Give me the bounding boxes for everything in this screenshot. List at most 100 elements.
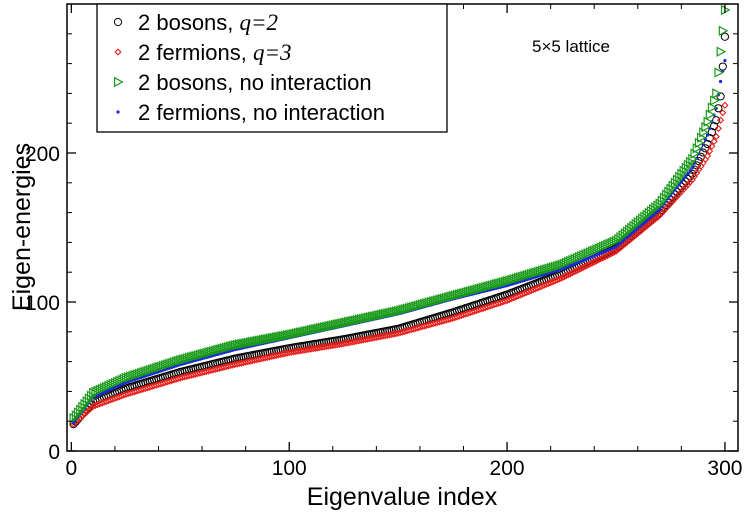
- data-point: [662, 204, 670, 213]
- data-point: [716, 116, 725, 124]
- data-point: [666, 200, 675, 208]
- data-point: [718, 62, 727, 71]
- data-point: [605, 250, 614, 259]
- legend-label: 2 fermions, q=3: [138, 40, 291, 65]
- data-point: [618, 242, 627, 250]
- data-point: [588, 259, 596, 267]
- data-point: [642, 221, 646, 225]
- data-point: [710, 137, 718, 146]
- data-point: [623, 238, 631, 246]
- data-point: [80, 410, 89, 418]
- data-point: [703, 138, 707, 142]
- data-point: [686, 178, 694, 186]
- data-point: [623, 237, 627, 242]
- data-point: [608, 249, 616, 258]
- data-point: [620, 239, 625, 243]
- data-point: [655, 209, 659, 214]
- data-point: [616, 243, 620, 247]
- data-point: [721, 101, 729, 109]
- data-point: [640, 222, 644, 227]
- data-point: [686, 156, 696, 168]
- data-point: [669, 197, 677, 205]
- data-point: [679, 180, 683, 184]
- data-point: [71, 421, 76, 425]
- data-point: [557, 274, 566, 282]
- data-point: [664, 202, 672, 210]
- data-point: [651, 213, 655, 217]
- data-point: [638, 224, 642, 228]
- data-point: [634, 228, 638, 232]
- data-point: [603, 252, 611, 260]
- data-point: [597, 255, 605, 263]
- data-point: [636, 226, 640, 230]
- x-axis-title: Eigenvalue index: [307, 483, 498, 511]
- data-point: [594, 256, 603, 264]
- data-point: [644, 219, 649, 223]
- data-point: [679, 185, 688, 193]
- data-point: [658, 209, 666, 217]
- data-point: [671, 195, 679, 203]
- data-point: [629, 233, 638, 241]
- data-point: [705, 109, 716, 120]
- data-point: [85, 406, 93, 414]
- y-tick-label: 200: [25, 143, 60, 166]
- legend-marker: [113, 76, 124, 88]
- data-point: [621, 240, 629, 248]
- data-point: [707, 102, 718, 113]
- data-point: [716, 46, 727, 57]
- data-point: [682, 183, 690, 191]
- series-3-marks: [69, 4, 731, 424]
- data-point: [681, 177, 686, 181]
- lattice-annotation: 5×5 lattice: [532, 37, 610, 56]
- data-point: [584, 261, 592, 269]
- legend-items: 2 bosons, q=2 2 fermions, q=3 2 bosons, no…: [113, 10, 385, 125]
- legend-label: 2 bosons, no interaction: [138, 70, 372, 95]
- data-point: [627, 234, 631, 238]
- data-point: [610, 248, 618, 256]
- data-point: [712, 88, 722, 99]
- data-point: [625, 235, 629, 240]
- data-point: [614, 245, 618, 249]
- legend-label: 2 fermions, no interaction: [138, 100, 385, 125]
- data-point: [718, 25, 729, 37]
- data-point: [629, 232, 633, 236]
- data-point: [612, 247, 620, 255]
- data-point: [649, 215, 653, 219]
- data-point: [640, 224, 648, 232]
- data-point: [677, 188, 685, 196]
- data-point: [581, 262, 590, 270]
- data-point: [647, 217, 651, 221]
- legend-marker: [116, 110, 120, 114]
- y-axis-title: Eigen-energies: [8, 143, 36, 311]
- data-point: [660, 207, 668, 215]
- data-point: [705, 134, 714, 143]
- data-point: [634, 229, 642, 238]
- data-point: [655, 212, 664, 220]
- data-point: [653, 213, 661, 221]
- data-point: [686, 171, 690, 176]
- data-point: [684, 174, 688, 178]
- legend-label: 2 bosons, q=2: [138, 10, 278, 35]
- data-point: [592, 257, 600, 265]
- data-point: [564, 271, 572, 279]
- data-point: [714, 67, 725, 78]
- data-point: [703, 152, 712, 160]
- data-point: [575, 265, 583, 274]
- data-point: [647, 219, 655, 227]
- data-point: [645, 220, 653, 229]
- legend-marker: [113, 17, 123, 27]
- data-point: [69, 420, 78, 428]
- data-point: [616, 244, 624, 252]
- data-point: [560, 273, 568, 281]
- data-point: [720, 32, 730, 41]
- data-point: [625, 237, 633, 245]
- data-point: [638, 226, 646, 234]
- data-marks: [69, 4, 731, 429]
- data-point: [566, 270, 574, 278]
- data-point: [684, 181, 692, 189]
- data-point: [642, 222, 651, 230]
- x-tick-label: 300: [707, 457, 742, 480]
- x-tick-label: 0: [66, 457, 78, 480]
- legend-box: [96, 3, 448, 133]
- data-point: [690, 166, 694, 170]
